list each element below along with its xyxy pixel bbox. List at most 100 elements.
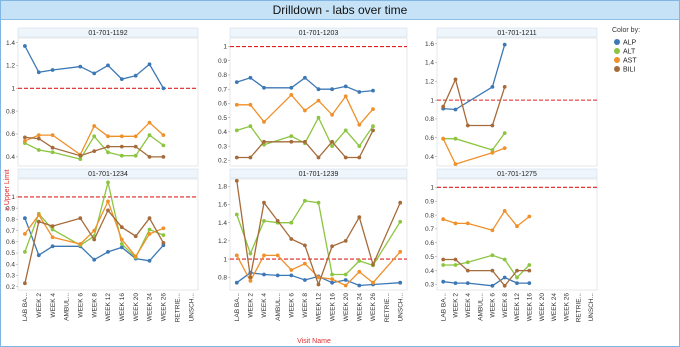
x-tick-label: AMBUL... [275, 293, 282, 321]
panel-plot-area [17, 37, 199, 167]
data-point-ast [23, 232, 27, 236]
panel-title: 01-701-1275 [497, 171, 537, 178]
data-point-bili [106, 208, 110, 213]
x-tick-label: WEEK 8 [91, 293, 98, 318]
data-point-alt [248, 251, 253, 256]
data-point-bili [453, 257, 458, 262]
data-point-alt [234, 212, 239, 217]
data-point-bili [23, 135, 27, 140]
data-point-ast [133, 134, 138, 139]
legend-marker-alp [614, 39, 620, 45]
data-point-alp [147, 62, 152, 67]
data-point-alt [453, 263, 458, 267]
panel-header-bg [17, 27, 199, 38]
data-point-alt [92, 134, 97, 139]
data-point-ast [303, 108, 307, 113]
data-point-bili [502, 85, 507, 89]
data-point-ast [36, 213, 41, 217]
data-point-alp [262, 85, 266, 90]
y-tick-label: 0.4 [425, 268, 434, 275]
data-point-bili [133, 234, 138, 239]
x-tick-label: WEEK 2 [36, 293, 43, 318]
data-point-ast [502, 209, 507, 213]
data-point-bili [248, 275, 253, 280]
data-point-alt [119, 153, 124, 158]
legend-marker-ast [614, 57, 620, 63]
y-tick-label: 1 [11, 194, 15, 201]
x-tick-label: UNSCH... [588, 293, 595, 322]
y-tick-label: 1 [11, 85, 15, 92]
x-tick-label: WEEK 20 [343, 293, 350, 322]
x-tick-label: WEEK 20 [133, 293, 140, 322]
y-tick-label: 0.8 [425, 212, 434, 219]
data-point-alt [316, 200, 321, 205]
series-line-ast [24, 199, 164, 258]
data-point-alp [106, 250, 110, 254]
panel-title: 01-701-1239 [299, 171, 339, 178]
series-line-alp [443, 44, 506, 111]
panel-plot-area [436, 178, 598, 291]
data-point-alt [50, 227, 55, 232]
x-tick-label: WEEK 6 [78, 293, 85, 318]
y-tick-label: 0.6 [6, 131, 15, 138]
x-tick-label: WEEK 16 [527, 293, 534, 322]
data-point-bili [92, 237, 97, 242]
data-point-bili [92, 149, 97, 154]
data-point-bili [23, 281, 27, 286]
series-line-bili [24, 209, 164, 284]
series-line-alt [236, 116, 374, 148]
y-tick-label: 1.2 [6, 63, 15, 70]
data-point-alp [490, 283, 495, 288]
y-tick-label: 0.3 [218, 143, 227, 150]
data-point-bili [161, 155, 166, 159]
data-point-alt [398, 219, 403, 224]
data-point-bili [262, 200, 266, 205]
data-point-alt [106, 150, 110, 155]
data-point-alp [453, 281, 458, 285]
legend-label-alt: ALT [623, 49, 636, 56]
data-point-ast [490, 228, 495, 233]
data-point-alp [23, 44, 27, 48]
data-point-alt [50, 150, 55, 155]
data-point-alt [502, 257, 507, 262]
data-point-ast [147, 120, 152, 125]
series-line-alp [24, 45, 164, 89]
x-tick-label: WEEK 16 [119, 293, 126, 322]
y-tick-label: 1.2 [218, 238, 227, 245]
series-line-bili [442, 77, 506, 127]
data-point-alp [453, 107, 458, 112]
y-tick-label: 1.4 [425, 60, 434, 67]
x-tick-label: WEEK 4 [465, 293, 472, 318]
x-tick-label: WEEK 8 [302, 293, 309, 318]
y-tick-label: 0.9 [6, 205, 15, 212]
data-point-ast [515, 224, 519, 229]
panel-header-bg [436, 168, 598, 179]
data-point-alt [515, 275, 519, 280]
data-point-ast [161, 226, 166, 231]
data-point-alt [490, 148, 495, 152]
data-point-bili [371, 262, 375, 267]
data-point-bili [490, 268, 495, 273]
data-point-alp [357, 90, 362, 94]
panel-title: 01-701-1192 [88, 30, 127, 37]
data-point-alp [234, 80, 239, 84]
data-point-alp [119, 77, 124, 81]
panel-title: 01-701-1211 [497, 30, 536, 37]
data-point-ast [23, 139, 27, 143]
y-tick-label: 0.7 [6, 228, 15, 235]
legend-marker-bili [614, 66, 620, 72]
data-point-ast [316, 98, 321, 103]
y-tick-label: 0.6 [425, 135, 434, 142]
data-point-bili [248, 155, 253, 160]
x-tick-label: WEEK 26 [563, 293, 570, 322]
data-point-ast [119, 237, 124, 242]
y-tick-label: 0.4 [425, 154, 434, 161]
data-point-bili [289, 237, 294, 241]
data-point-ast [133, 254, 138, 259]
y-tick-label: 0.4 [6, 154, 15, 161]
data-point-alp [316, 87, 321, 92]
series-line-ast [442, 138, 505, 165]
y-tick-label: 0.7 [425, 226, 434, 233]
data-point-bili [147, 155, 152, 159]
